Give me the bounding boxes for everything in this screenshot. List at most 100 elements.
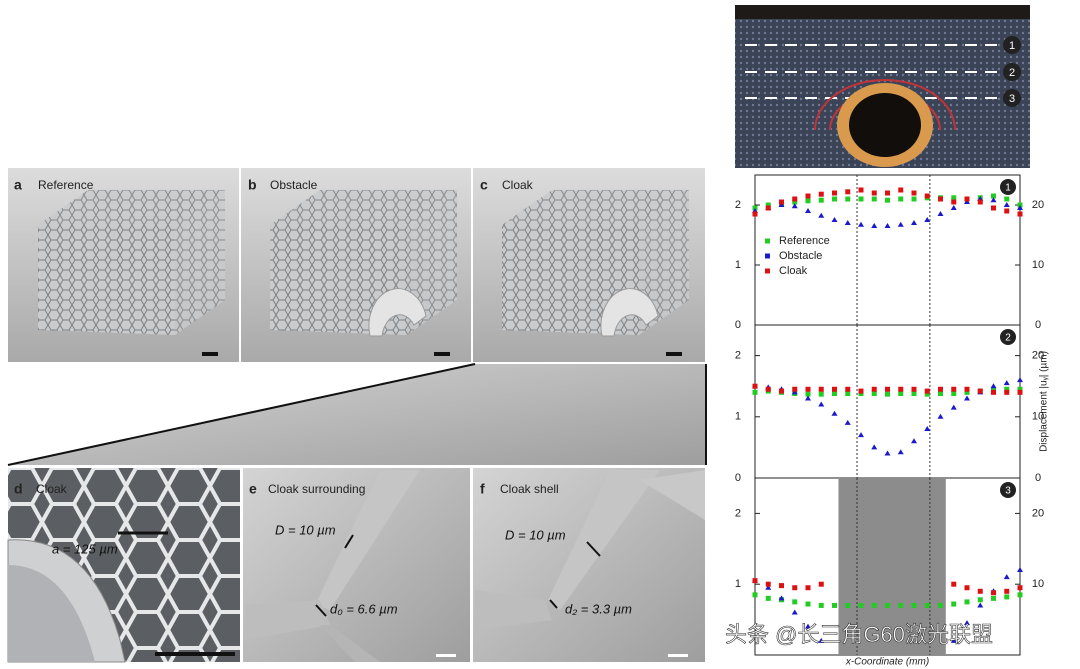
y-tick-label: 1 bbox=[735, 411, 741, 423]
panel-badge bbox=[1000, 482, 1016, 498]
charts: 012010201ReferenceObstacleCloak012010202… bbox=[735, 174, 1050, 668]
data-point bbox=[871, 190, 877, 196]
data-point bbox=[791, 203, 798, 209]
y-tick-label: 0 bbox=[735, 319, 741, 331]
data-point bbox=[778, 595, 785, 601]
y2-tick-label: 10 bbox=[1032, 578, 1044, 590]
y-tick-label: 0 bbox=[735, 472, 741, 484]
zoom-region bbox=[8, 364, 705, 465]
annotation: d₂ = 3.3 µm bbox=[565, 601, 632, 616]
data-point bbox=[938, 386, 943, 392]
x-axis-label: x-Coordinate (mm) bbox=[845, 657, 929, 668]
data-point bbox=[858, 196, 864, 202]
panel-letter: e bbox=[249, 481, 257, 497]
data-point bbox=[951, 581, 957, 587]
panel-letter: b bbox=[248, 177, 257, 193]
data-point bbox=[1004, 196, 1010, 202]
data-point bbox=[1003, 574, 1010, 580]
data-point bbox=[792, 386, 798, 392]
data-point bbox=[885, 602, 890, 608]
data-point bbox=[805, 198, 811, 204]
data-point bbox=[845, 386, 851, 392]
data-point bbox=[805, 585, 811, 591]
data-point bbox=[858, 602, 864, 608]
data-point bbox=[885, 391, 890, 397]
sem-row-top: a Reference b Obstacle c Cloak bbox=[8, 168, 705, 362]
y2-tick-label: 20 bbox=[1032, 507, 1044, 519]
y2-tick-label: 20 bbox=[1032, 350, 1044, 362]
data-point bbox=[858, 432, 864, 438]
data-point bbox=[871, 386, 877, 392]
data-point bbox=[991, 389, 996, 395]
data-point bbox=[991, 205, 996, 211]
data-point bbox=[818, 212, 825, 218]
data-point bbox=[924, 193, 930, 199]
annotation: D = 10 µm bbox=[505, 527, 566, 542]
data-point bbox=[765, 581, 771, 587]
data-point bbox=[792, 585, 798, 591]
data-point bbox=[845, 189, 851, 195]
data-point bbox=[818, 637, 825, 643]
data-point bbox=[885, 190, 890, 196]
annotation: D = 10 µm bbox=[275, 522, 336, 537]
data-point bbox=[964, 196, 970, 202]
data-point bbox=[977, 597, 983, 603]
data-point bbox=[818, 391, 824, 397]
y-tick-label: 2 bbox=[735, 199, 741, 211]
data-point bbox=[831, 217, 838, 222]
zoom-line bbox=[7, 363, 476, 466]
data-point bbox=[805, 391, 811, 397]
y2-axis-label: Displacement |uᵧ| (µm) bbox=[1039, 351, 1050, 452]
data-point bbox=[845, 602, 851, 608]
data-point bbox=[885, 197, 890, 203]
data-point bbox=[951, 195, 957, 201]
panel-number: 1 bbox=[1005, 183, 1011, 194]
data-point bbox=[831, 410, 838, 416]
panel-title: Obstacle bbox=[270, 178, 318, 192]
data-point bbox=[1017, 377, 1023, 383]
data-point bbox=[805, 395, 811, 401]
data-point bbox=[1003, 202, 1010, 207]
y2-tick-label: 10 bbox=[1032, 259, 1044, 271]
y-tick-label: 1 bbox=[735, 578, 741, 590]
legend-swatch bbox=[765, 253, 770, 259]
data-point bbox=[1017, 389, 1023, 395]
data-point bbox=[792, 199, 798, 205]
data-point bbox=[898, 196, 904, 202]
data-point bbox=[884, 223, 891, 228]
data-point bbox=[950, 205, 957, 210]
data-point bbox=[832, 190, 837, 196]
data-point bbox=[871, 196, 877, 202]
annotation: a = 125 µm bbox=[52, 541, 118, 556]
data-point bbox=[765, 205, 771, 211]
y-tick-label: 2 bbox=[735, 350, 741, 362]
data-point bbox=[951, 601, 957, 607]
y-tick-label: 2 bbox=[735, 507, 741, 519]
panel-number: 2 bbox=[1005, 333, 1011, 344]
data-point bbox=[898, 187, 904, 193]
data-point bbox=[871, 602, 877, 608]
data-point bbox=[898, 386, 904, 392]
data-point bbox=[805, 601, 811, 607]
watermark: 头条 @长三角G60激光联盟 bbox=[725, 622, 993, 647]
legend-label: Obstacle bbox=[779, 250, 822, 262]
data-point bbox=[938, 602, 943, 608]
data-point bbox=[911, 196, 917, 202]
data-point bbox=[1004, 594, 1010, 600]
panel-letter: d bbox=[14, 481, 23, 497]
data-point bbox=[832, 386, 837, 392]
data-point bbox=[832, 391, 837, 397]
data-point bbox=[991, 193, 996, 199]
data-point bbox=[818, 581, 824, 587]
data-point bbox=[950, 404, 957, 410]
data-point bbox=[911, 190, 917, 196]
data-point bbox=[977, 388, 983, 394]
panel-badge bbox=[1000, 179, 1016, 195]
y-tick-label: 1 bbox=[735, 259, 741, 271]
lattice-a bbox=[38, 190, 225, 335]
data-point bbox=[858, 187, 864, 193]
photo: 1 2 3 bbox=[735, 5, 1030, 168]
panel-letter: c bbox=[480, 177, 488, 193]
data-point bbox=[977, 588, 983, 594]
